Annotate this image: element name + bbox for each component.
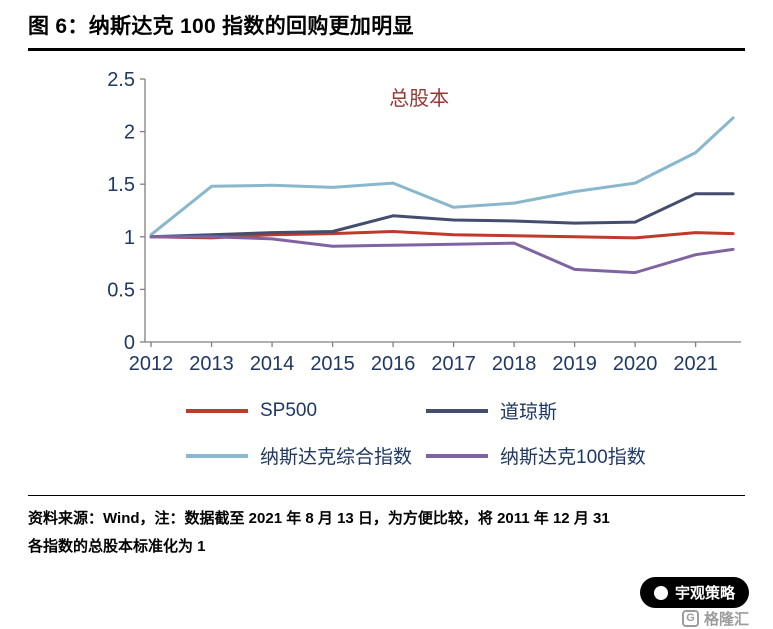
figure-header: 图 6：纳斯达克 100 指数的回购更加明显 (28, 10, 745, 51)
chart-legend: SP500 道琼斯 纳斯达克综合指数 纳斯达克100指数 (186, 397, 773, 469)
legend-label-sp500: SP500 (260, 399, 318, 421)
legend-item-nasdaq100: 纳斯达克100指数 (426, 442, 686, 469)
x-tick-label: 2013 (189, 353, 234, 375)
legend-item-sp500: SP500 (186, 397, 426, 424)
chart-area: 0 0.5 1 1.5 2 2.5 2012 2013 2014 2015 2016 2017 2018… (28, 67, 773, 377)
chart-title: 总股本 (389, 87, 449, 110)
x-tick-label: 2018 (492, 353, 537, 375)
gelonghui-logo-text: 格隆汇 (703, 611, 749, 628)
x-tick-label: 2016 (371, 353, 416, 375)
series-line-1 (149, 192, 735, 239)
legend-item-dowjones: 道琼斯 (426, 397, 686, 424)
series-line-0 (149, 230, 735, 240)
legend-label-dowjones: 道琼斯 (500, 402, 558, 423)
source-note-line2: 各指数的总股本标准化为 1 (28, 538, 206, 556)
gelonghui-g-icon: G (681, 610, 699, 627)
x-tick-label: 2021 (673, 353, 718, 375)
x-tick-label: 2017 (431, 353, 476, 375)
legend-swatch-nasdaq100 (426, 453, 488, 458)
y-tick-label: 2 (124, 122, 135, 144)
x-tick-label: 2012 (129, 353, 174, 375)
legend-swatch-dowjones (426, 408, 488, 413)
x-tick-label: 2019 (552, 353, 597, 375)
y-tick-label: 0.5 (107, 279, 135, 301)
figure-title: 图 6：纳斯达克 100 指数的回购更加明显 (28, 15, 414, 38)
x-tick-label: 2015 (310, 353, 355, 375)
legend-label-nasdaq100: 纳斯达克100指数 (500, 447, 646, 468)
series-line-3 (149, 235, 735, 275)
x-tick-label: 2020 (613, 353, 658, 375)
gelonghui-logo: G 格隆汇 (681, 608, 749, 629)
legend-swatch-nasdaq-composite (186, 453, 248, 458)
y-tick-label: 1 (124, 227, 135, 249)
y-tick-label: 0 (124, 332, 135, 354)
y-tick-label: 1.5 (107, 174, 135, 196)
brand-name: 宇观策略 (674, 585, 735, 602)
brand-icon (653, 585, 668, 600)
series-line-2 (149, 116, 735, 237)
total-share-line-chart: 0 0.5 1 1.5 2 2.5 2012 2013 2014 2015 2016 2017 2018… (107, 69, 741, 375)
source-note: 资料来源：Wind，注：数据截至 2021 年 8 月 13 日，为方便比较，将… (28, 495, 745, 559)
legend-item-nasdaq-composite: 纳斯达克综合指数 (186, 442, 426, 469)
source-note-line1: 资料来源：Wind，注：数据截至 2021 年 8 月 13 日，为方便比较，将… (28, 510, 610, 527)
legend-label-nasdaq-composite: 纳斯达克综合指数 (260, 447, 413, 468)
legend-swatch-sp500 (186, 408, 248, 413)
y-tick-label: 2.5 (107, 69, 135, 91)
x-tick-label: 2014 (250, 353, 295, 375)
brand-watermark: 宇观策略 (639, 577, 749, 608)
